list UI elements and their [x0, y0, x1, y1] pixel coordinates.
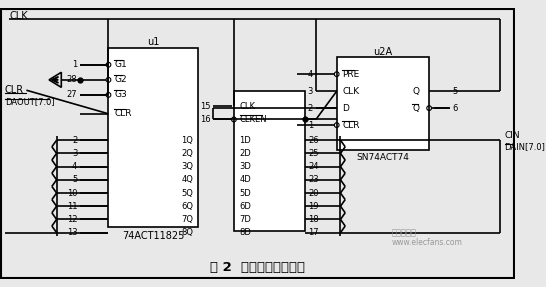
Text: 28: 28	[67, 75, 78, 84]
Text: CLR: CLR	[5, 85, 24, 95]
Text: 8Q: 8Q	[181, 228, 193, 237]
Text: Q: Q	[412, 104, 419, 113]
Text: 11: 11	[67, 202, 78, 211]
Text: 12: 12	[67, 215, 78, 224]
Text: Q: Q	[412, 87, 419, 96]
Text: 7D: 7D	[240, 215, 252, 224]
Text: 19: 19	[308, 202, 319, 211]
Text: 2D: 2D	[240, 149, 251, 158]
Text: CLR: CLR	[114, 109, 132, 118]
Text: 5D: 5D	[240, 189, 251, 197]
Text: 1: 1	[72, 60, 78, 69]
Text: CLKEN: CLKEN	[240, 115, 267, 124]
Text: 2: 2	[308, 104, 313, 113]
Text: 4Q: 4Q	[181, 175, 193, 184]
Text: 24: 24	[308, 162, 319, 171]
Text: CLK: CLK	[240, 102, 256, 111]
Text: 4D: 4D	[240, 175, 251, 184]
Bar	[234, 91, 305, 231]
Text: 10: 10	[67, 189, 78, 197]
Text: SN74ACT74: SN74ACT74	[357, 153, 410, 162]
Text: CLK: CLK	[342, 87, 359, 96]
Text: DAIN[7.0]: DAIN[7.0]	[505, 142, 545, 151]
Text: G1: G1	[114, 60, 127, 69]
Text: 2: 2	[72, 136, 78, 145]
Text: G2: G2	[114, 75, 127, 84]
Text: 23: 23	[308, 175, 319, 184]
Text: 20: 20	[308, 189, 319, 197]
Text: 1D: 1D	[240, 136, 251, 145]
Text: 4: 4	[72, 162, 78, 171]
Text: 2Q: 2Q	[181, 149, 193, 158]
Text: 15: 15	[200, 102, 210, 111]
Text: 1Q: 1Q	[181, 136, 193, 145]
Text: 16: 16	[200, 115, 210, 124]
Text: u2A: u2A	[373, 46, 393, 57]
Text: 3: 3	[308, 87, 313, 96]
Text: 6Q: 6Q	[181, 202, 193, 211]
Text: 8D: 8D	[240, 228, 252, 237]
Text: PRE: PRE	[342, 70, 360, 79]
Text: 6D: 6D	[240, 202, 252, 211]
Text: CLK: CLK	[9, 11, 28, 21]
Text: 6: 6	[453, 104, 458, 113]
Text: 7Q: 7Q	[181, 215, 193, 224]
Text: www.elecfans.com: www.elecfans.com	[391, 238, 462, 247]
Bar	[337, 57, 429, 150]
Text: 13: 13	[67, 228, 78, 237]
Text: 1: 1	[308, 121, 313, 130]
Text: 26: 26	[308, 136, 319, 145]
Text: 3Q: 3Q	[181, 162, 193, 171]
Text: 4: 4	[308, 70, 313, 79]
Text: CIN: CIN	[505, 131, 520, 140]
Text: u1: u1	[147, 37, 159, 47]
Text: DAOUT[7.0]: DAOUT[7.0]	[5, 97, 55, 106]
Text: 3D: 3D	[240, 162, 252, 171]
Text: 18: 18	[308, 215, 319, 224]
Text: 5: 5	[72, 175, 78, 184]
Text: 5: 5	[453, 87, 458, 96]
Text: G3: G3	[114, 90, 127, 99]
Text: 74ACT11825: 74ACT11825	[122, 231, 185, 241]
Text: D: D	[342, 104, 349, 113]
Text: 5Q: 5Q	[181, 189, 193, 197]
Text: 图 2  输出端电路原理图: 图 2 输出端电路原理图	[210, 261, 305, 274]
Text: CLR: CLR	[342, 121, 360, 130]
Text: 电子发烧友: 电子发烧友	[391, 228, 417, 237]
Text: 17: 17	[308, 228, 319, 237]
Text: 27: 27	[67, 90, 78, 99]
Text: 3: 3	[72, 149, 78, 158]
Text: 25: 25	[308, 149, 319, 158]
Bar	[109, 48, 198, 227]
